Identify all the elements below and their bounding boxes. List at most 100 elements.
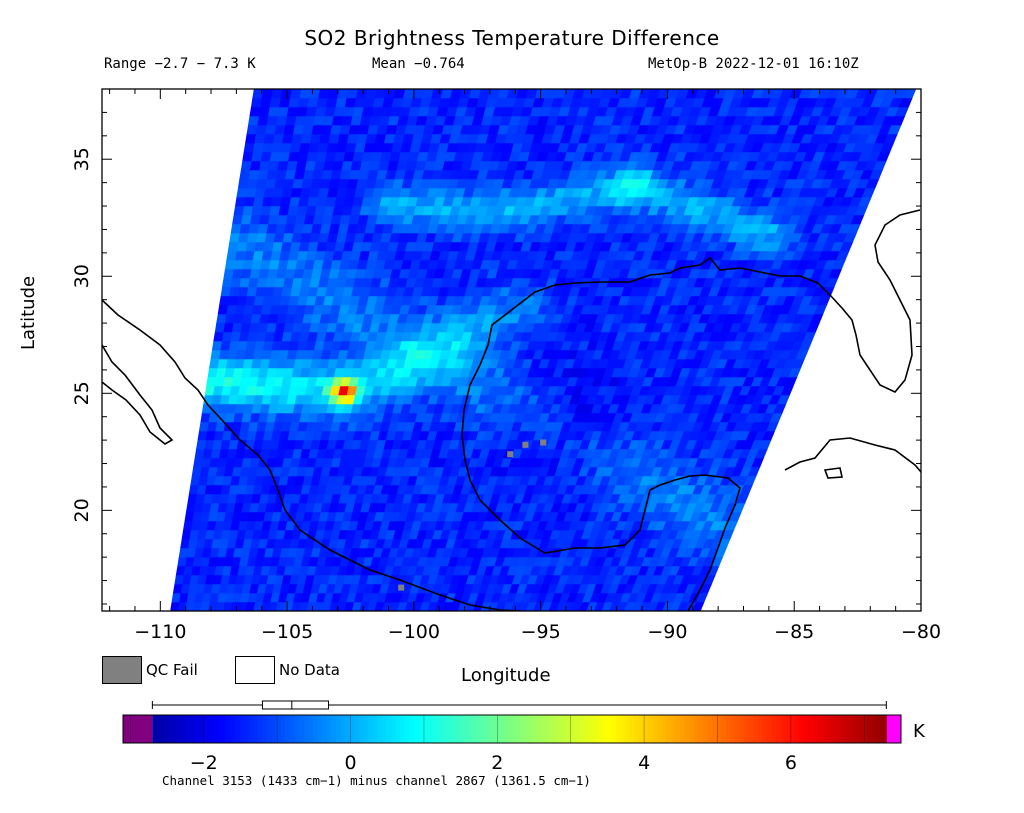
- colorbar-segment: [418, 715, 424, 743]
- heatmap-cell: [214, 322, 226, 333]
- colorbar-segment: [689, 715, 695, 743]
- heatmap-cell: [254, 133, 266, 144]
- range-label: Range −2.7 − 7.3 K: [104, 56, 256, 72]
- colorbar-segment: [253, 715, 259, 743]
- colorbar-segment: [881, 715, 887, 743]
- heatmap-cell: [249, 160, 262, 171]
- colorbar-segment: [432, 715, 438, 743]
- heatmap-cell: [257, 115, 269, 126]
- qc-fail-label: QC Fail: [146, 661, 198, 679]
- heatmap-cell: [247, 178, 259, 189]
- x-axis-label: Longitude: [461, 665, 551, 686]
- colorbar-segment: [170, 715, 176, 743]
- colorbar-segment: [331, 715, 337, 743]
- heatmap-cell: [232, 214, 244, 225]
- colorbar-tick-label: 0: [344, 752, 356, 774]
- colorbar-segment: [647, 715, 653, 743]
- y-tick-label: 35: [71, 147, 93, 171]
- colorbar-segment: [867, 715, 874, 743]
- colorbar-tick-label: 4: [638, 752, 650, 774]
- colorbar-segment: [771, 715, 777, 743]
- heatmap-cell: [252, 142, 265, 153]
- colorbar-segment: [712, 715, 718, 743]
- colorbar-segment: [354, 715, 360, 743]
- colorbar-segment: [803, 715, 809, 743]
- heatmap-cell: [246, 124, 259, 135]
- colorbar-segment: [597, 715, 603, 743]
- colorbar-segment: [175, 715, 181, 743]
- colorbar-segment: [583, 715, 589, 743]
- colorbar-segment: [390, 715, 397, 743]
- colorbar-segment: [574, 715, 580, 743]
- colorbar-segment: [560, 715, 566, 743]
- x-tick-label: −110: [134, 621, 186, 643]
- colorbar-segment: [578, 715, 585, 743]
- colorbar-segment: [487, 715, 493, 743]
- heatmap-cell: [261, 89, 274, 99]
- colorbar-segment: [239, 715, 245, 743]
- heatmap-cell: [269, 151, 282, 162]
- heatmap-cell: [245, 187, 257, 198]
- x-tick-label: −105: [261, 621, 313, 643]
- y-tick-label: 25: [71, 381, 93, 405]
- colorbar-segment: [684, 715, 690, 743]
- colorbar-segment: [386, 715, 392, 743]
- colorbar-segment: [152, 715, 158, 743]
- colorbar-segment: [464, 715, 470, 743]
- colorbar-segment: [831, 715, 837, 743]
- colorbar-segment: [533, 715, 539, 743]
- colorbar-tick-label: −2: [190, 752, 218, 774]
- colorbar-segment: [312, 715, 319, 743]
- colorbar-segment: [551, 715, 557, 743]
- heatmap-cell: [243, 142, 256, 153]
- colorbar-segment: [345, 715, 351, 743]
- satellite-timestamp: MetOp-B 2022-12-01 16:10Z: [648, 56, 859, 72]
- colorbar-segment: [189, 715, 195, 743]
- no-data-swatch: [235, 656, 275, 684]
- colorbar-segment: [615, 715, 621, 743]
- qc-fail-cell: [398, 584, 405, 591]
- colorbar-segment: [234, 715, 241, 743]
- heatmap-cell: [242, 151, 254, 162]
- colorbar-segment: [744, 715, 750, 743]
- colorbar-segment: [326, 715, 332, 743]
- heatmap-cell: [265, 178, 277, 189]
- colorbar-segment: [556, 715, 562, 743]
- colorbar-segment: [537, 715, 543, 743]
- heatmap-cell: [260, 97, 272, 108]
- colorbar-segment: [854, 715, 860, 743]
- colorbar-segment: [395, 715, 401, 743]
- colorbar-segment: [698, 715, 704, 743]
- heatmap-cell: [250, 97, 263, 108]
- colorbar-segment: [179, 715, 186, 743]
- x-tick-label: −95: [521, 621, 561, 643]
- colorbar-segment: [491, 715, 498, 743]
- colorbar-segment: [661, 715, 667, 743]
- colorbar-segment: [294, 715, 300, 743]
- colorbar-segment: [707, 715, 713, 743]
- colorbar-segment: [510, 715, 516, 743]
- colorbar-segment: [753, 715, 759, 743]
- colorbar-segment: [611, 715, 617, 743]
- colorbar-segment: [634, 715, 640, 743]
- colorbar-segment: [679, 715, 686, 743]
- heatmap-cell: [265, 124, 277, 135]
- heatmap-cell: [249, 106, 261, 117]
- colorbar-segment: [455, 715, 461, 743]
- colorbar-segment: [427, 715, 433, 743]
- colorbar-segment: [730, 715, 736, 743]
- channel-footer: Channel 3153 (1433 cm−1) minus channel 2…: [162, 773, 591, 788]
- colorbar-segment: [523, 715, 530, 743]
- colorbar-segment: [271, 715, 277, 743]
- colorbar-segment: [606, 715, 612, 743]
- boxplot-box: [261, 700, 330, 710]
- heatmap-cell: [255, 124, 268, 135]
- heatmap-cell: [275, 115, 288, 126]
- heatmap-cell: [248, 115, 260, 126]
- colorbar-segment: [565, 715, 571, 743]
- colorbar-segment: [826, 715, 832, 743]
- colorbar-segment: [244, 715, 250, 743]
- colorbar-segment: [592, 715, 598, 743]
- heatmap-cell: [253, 196, 265, 207]
